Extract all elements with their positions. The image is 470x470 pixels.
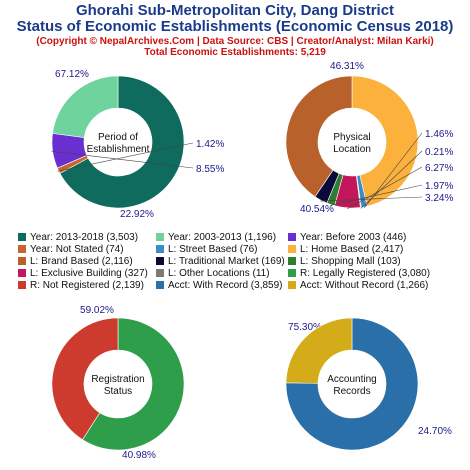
donut-center-label: Status [104, 386, 132, 397]
legend-label: L: Shopping Mall (103) [300, 256, 401, 267]
legend-label: L: Traditional Market (169) [168, 256, 285, 267]
slice-percent-label: 75.30% [288, 322, 322, 333]
legend-swatch [288, 245, 296, 253]
donut-center-label: Physical [333, 132, 370, 143]
legend-label: Acct: With Record (3,859) [168, 280, 283, 291]
leader-line [320, 196, 423, 202]
donut-slice [285, 317, 353, 384]
donut-center-label: Establishment [87, 144, 150, 155]
donut-slice [285, 317, 419, 451]
donut-center-label: Registration [91, 374, 144, 385]
legend-swatch [288, 257, 296, 265]
legend-swatch [18, 269, 26, 277]
leader-line [347, 166, 423, 210]
legend-swatch [18, 281, 26, 289]
legend-swatch [18, 245, 26, 253]
legend-label: Acct: Without Record (1,266) [300, 280, 429, 291]
chart-subtitle: Status of Economic Establishments (Econo… [16, 18, 454, 35]
legend-swatch [156, 281, 164, 289]
donut-center-label: Period of [98, 132, 138, 143]
donut-slice [51, 317, 119, 441]
legend-label: Year: 2003-2013 (1,196) [168, 232, 277, 243]
legend-label: Year: 2013-2018 (3,503) [30, 232, 139, 243]
donut-center-label: Accounting [327, 374, 376, 385]
legend-label: R: Not Registered (2,139) [30, 280, 144, 291]
slice-percent-label: 1.42% [196, 139, 224, 150]
legend-label: L: Other Locations (11) [168, 268, 270, 279]
legend-swatch [156, 233, 164, 241]
donut-slice [59, 75, 185, 209]
legend-swatch [288, 281, 296, 289]
slice-percent-label: 22.92% [120, 209, 154, 220]
leader-line [364, 132, 423, 209]
legend-label: L: Home Based (2,417) [300, 244, 404, 255]
legend-label: L: Street Based (76) [168, 244, 258, 255]
slice-percent-label: 67.12% [55, 69, 89, 80]
legend-item: R: Not Registered (2,139) [18, 280, 144, 292]
leader-line [57, 142, 194, 172]
legend-item: Year: Not Stated (74) [18, 244, 124, 256]
legend-label: Year: Not Stated (74) [30, 244, 124, 255]
chart-title: Ghorahi Sub-Metropolitan City, Dang Dist… [75, 2, 395, 19]
legend-item: Year: 2013-2018 (3,503) [18, 232, 138, 244]
legend-swatch [156, 257, 164, 265]
donut-center-label: Location [333, 144, 371, 155]
total-count: Total Economic Establishments: 5,219 [144, 47, 326, 58]
slice-percent-label: 40.54% [300, 204, 334, 215]
slice-percent-label: 40.98% [122, 450, 156, 461]
legend-swatch [18, 233, 26, 241]
legend-label: R: Legally Registered (3,080) [300, 268, 431, 279]
donut-center-label: Records [333, 386, 370, 397]
legend-label: L: Brand Based (2,116) [30, 256, 133, 267]
donut-slice [52, 75, 119, 138]
legend-item: L: Traditional Market (169) [156, 256, 285, 268]
legend-item: L: Home Based (2,417) [288, 244, 403, 256]
legend-item: Year: Before 2003 (446) [288, 232, 406, 244]
legend-swatch [288, 233, 296, 241]
legend-item: L: Other Locations (11) [156, 268, 270, 280]
slice-percent-label: 8.55% [196, 164, 224, 175]
legend-item: R: Legally Registered (3,080) [288, 268, 430, 280]
legend-item: L: Street Based (76) [156, 244, 258, 256]
legend-swatch [156, 269, 164, 277]
legend-item: L: Brand Based (2,116) [18, 256, 133, 268]
legend-item: Acct: Without Record (1,266) [288, 280, 428, 292]
legend-label: Year: Before 2003 (446) [300, 232, 407, 243]
slice-percent-label: 1.46% [425, 129, 453, 140]
legend-swatch [18, 257, 26, 265]
donut-slice [351, 75, 419, 207]
legend-swatch [156, 245, 164, 253]
legend-item: Year: 2003-2013 (1,196) [156, 232, 276, 244]
legend-item: Acct: With Record (3,859) [156, 280, 282, 292]
leader-line [330, 184, 423, 206]
legend-item: L: Shopping Mall (103) [288, 256, 401, 268]
legend-swatch [288, 269, 296, 277]
leader-line [51, 150, 194, 169]
legend-item: L: Exclusive Building (327) [18, 268, 148, 280]
slice-percent-label: 59.02% [80, 305, 114, 316]
slice-percent-label: 24.70% [418, 426, 452, 437]
slice-percent-label: 46.31% [330, 61, 364, 72]
slice-percent-label: 1.97% [425, 181, 453, 192]
slice-percent-label: 6.27% [425, 163, 453, 174]
slice-percent-label: 3.24% [425, 193, 453, 204]
slice-percent-label: 0.21% [425, 147, 453, 158]
donut-slice [82, 317, 185, 451]
legend-label: L: Exclusive Building (327) [30, 268, 148, 279]
copyright-note: (Copyright © NepalArchives.Com | Data So… [36, 36, 434, 47]
donut-slice [285, 75, 353, 198]
